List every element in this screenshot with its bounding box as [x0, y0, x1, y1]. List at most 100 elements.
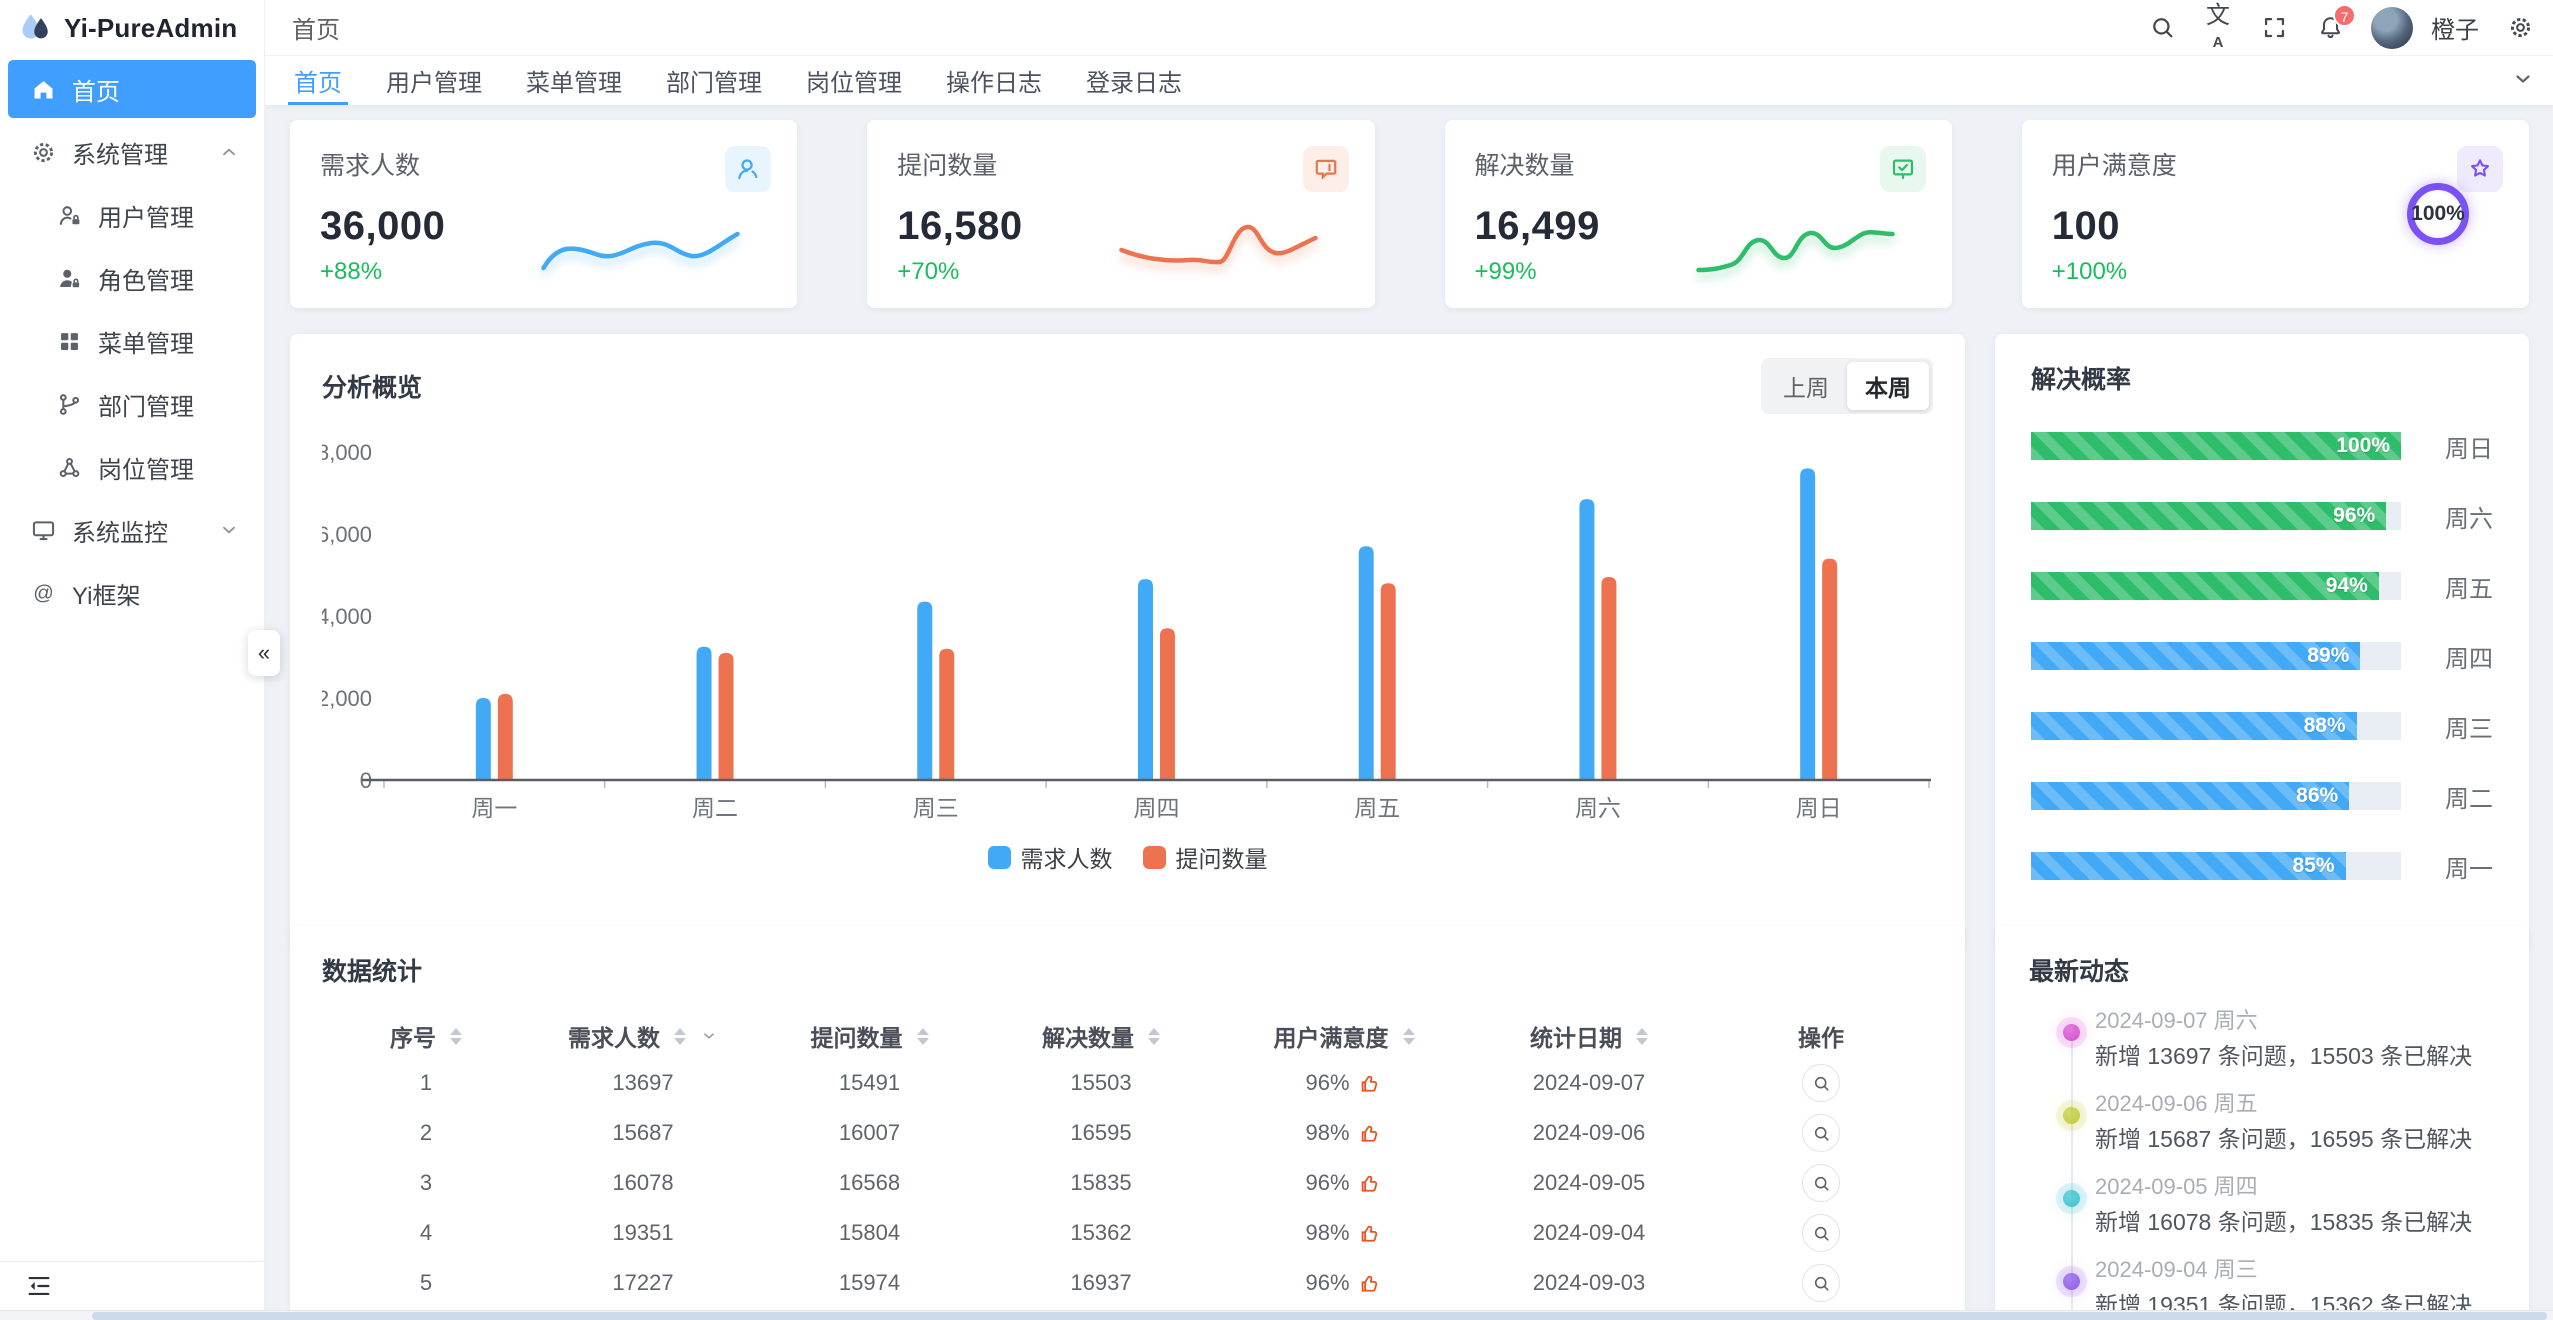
progress-value: 100% [2336, 434, 2390, 457]
timeline-item-2: 2024-09-05 周四 新增 16078 条问题，15835 条已解决 [2063, 1174, 2495, 1236]
cell-questions: 16007 [838, 1120, 901, 1145]
row-view-button[interactable] [1802, 1164, 1840, 1202]
progress-label: 周四 [2445, 645, 2493, 673]
row-view-button[interactable] [1802, 1064, 1840, 1102]
language-toggle-button[interactable]: 文A [2203, 3, 2233, 50]
fullscreen-icon [2264, 17, 2284, 38]
stat-card-value: 100 [2051, 204, 2120, 248]
svg-text:6,000: 6,000 [322, 522, 372, 547]
svg-text:4,000: 4,000 [322, 604, 372, 629]
thumbs-up-icon [1361, 1275, 1377, 1292]
table-header-4[interactable]: 用户满意度 [1219, 1019, 1469, 1053]
settings-button[interactable] [2505, 13, 2535, 43]
row-view-button[interactable] [1802, 1214, 1840, 1252]
legend-item-0[interactable]: 需求人数 [987, 840, 1113, 874]
progress-track: 89% [2031, 642, 2401, 670]
solve-rate-row-3: 89% 周四 [2031, 642, 2493, 673]
row-view-button[interactable] [1802, 1114, 1840, 1152]
bell-icon [2320, 17, 2340, 39]
sidebar-item-2[interactable]: 系统监控 [8, 501, 256, 559]
solve-rate-card: 解决概率 100% 周日 96% 周六 94% 周五 89% 周四 88% [1995, 334, 2529, 948]
timeline-date: 2024-09-05 周四 [2095, 1174, 2258, 1199]
avatar[interactable] [2371, 6, 2413, 49]
notification-button[interactable]: 7 [2315, 3, 2356, 43]
horizontal-scrollbar-thumb[interactable] [92, 1312, 2547, 1320]
activity-title: 最新动态 [2029, 958, 2130, 986]
thumbs-up-icon [1361, 1075, 1377, 1092]
range-option-0[interactable]: 上周 [1783, 375, 1829, 401]
sidebar-subitem-label: 菜单管理 [98, 330, 194, 358]
sort-caret-icon[interactable] [1148, 1027, 1160, 1045]
sort-caret-icon[interactable] [1636, 1027, 1648, 1045]
tab-1[interactable]: 用户管理 [386, 70, 482, 97]
sidebar-subitem-1-1[interactable]: 角色管理 [8, 249, 256, 307]
svg-text:周五: 周五 [1354, 795, 1400, 821]
sidebar-item-label: 系统监控 [72, 519, 168, 547]
sort-caret-icon[interactable] [1402, 1027, 1415, 1045]
at-icon: @ [33, 582, 54, 604]
progress-fill: 89% [2031, 642, 2361, 670]
tab-6[interactable]: 登录日志 [1086, 70, 1182, 97]
range-option-1[interactable]: 本周 [1847, 362, 1929, 410]
svg-text:2,000: 2,000 [322, 686, 372, 711]
sidebar-footer [0, 1261, 264, 1311]
tab-4[interactable]: 岗位管理 [806, 70, 902, 97]
table-header-2[interactable]: 提问数量 [756, 1019, 983, 1053]
solve-rate-title: 解决概率 [2031, 366, 2132, 394]
tab-2[interactable]: 菜单管理 [526, 70, 622, 97]
cell-solved: 15362 [1070, 1220, 1132, 1245]
row-view-button[interactable] [1802, 1264, 1840, 1302]
search-button[interactable] [2147, 13, 2177, 43]
menu-fold-button[interactable] [24, 1272, 54, 1302]
stat-card-title: 用户满意度 [2051, 152, 2177, 180]
tab-0[interactable]: 首页 [288, 56, 348, 105]
sort-caret-icon[interactable] [450, 1027, 462, 1045]
sidebar-item-0[interactable]: 首页 [8, 60, 256, 118]
sidebar-subitem-1-4[interactable]: 岗位管理 [8, 438, 256, 496]
username[interactable]: 橙子 [2431, 17, 2479, 44]
progress-value: 96% [2333, 504, 2376, 527]
cell-questions: 15974 [838, 1270, 901, 1295]
svg-text:8,000: 8,000 [322, 440, 372, 465]
legend-item-1[interactable]: 提问数量 [1142, 840, 1268, 874]
sidebar-item-label: 首页 [72, 78, 120, 106]
sidebar-subitem-1-2[interactable]: 菜单管理 [8, 312, 256, 370]
table-header-0[interactable]: 序号 [322, 1019, 530, 1053]
table-row-3: 4 19351 15804 15362 98% 2024-09-04 [322, 1208, 1933, 1258]
sidebar-subitem-1-3[interactable]: 部门管理 [8, 375, 256, 433]
fullscreen-button[interactable] [2259, 13, 2289, 43]
home-icon [34, 80, 53, 98]
table-header-3[interactable]: 解决数量 [983, 1019, 1219, 1053]
app-title: Yi-PureAdmin [64, 12, 238, 43]
sort-caret-icon[interactable] [916, 1027, 929, 1045]
table-row-1: 2 15687 16007 16595 98% 2024-09-06 [322, 1108, 1933, 1158]
cell-questions: 15804 [838, 1220, 901, 1245]
table-header-1[interactable]: 需求人数 [530, 1019, 756, 1053]
tabs: 首页 用户管理 菜单管理 部门管理 岗位管理 操作日志 登录日志 [288, 56, 1224, 105]
breadcrumb-item-home[interactable]: 首页 [292, 17, 340, 44]
sidebar-subitem-label: 岗位管理 [98, 456, 194, 484]
progress-track: 86% [2031, 782, 2401, 810]
sidebar-subitem-label: 用户管理 [98, 204, 194, 232]
svg-text:周三: 周三 [913, 795, 959, 821]
filter-chevron-icon[interactable] [700, 1027, 718, 1045]
sidebar-item-3[interactable]: @ Yi框架 [8, 564, 256, 622]
cell-index: 5 [419, 1270, 433, 1295]
breadcrumb[interactable]: 首页 [292, 10, 340, 45]
role-icon [60, 269, 80, 287]
sidebar-item-1[interactable]: 系统管理 [8, 123, 256, 181]
stat-card-3: 用户满意度 100 +100% 100% [2021, 120, 2529, 308]
stat-card-delta: +70% [897, 258, 960, 285]
tab-5[interactable]: 操作日志 [946, 70, 1042, 97]
table-header-5[interactable]: 统计日期 [1469, 1019, 1709, 1053]
tabs-dropdown-button[interactable] [2505, 56, 2539, 105]
cell-demand: 17227 [612, 1270, 674, 1295]
sort-caret-icon[interactable] [674, 1027, 686, 1045]
horizontal-scrollbar[interactable] [0, 1310, 2553, 1320]
sidebar-collapse-button[interactable]: « [248, 630, 280, 676]
sidebar-subitem-1-0[interactable]: 用户管理 [8, 186, 256, 244]
cell-date: 2024-09-03 [1532, 1270, 1646, 1295]
tab-3[interactable]: 部门管理 [666, 70, 762, 97]
solve-rate-row-5: 86% 周二 [2031, 782, 2493, 813]
